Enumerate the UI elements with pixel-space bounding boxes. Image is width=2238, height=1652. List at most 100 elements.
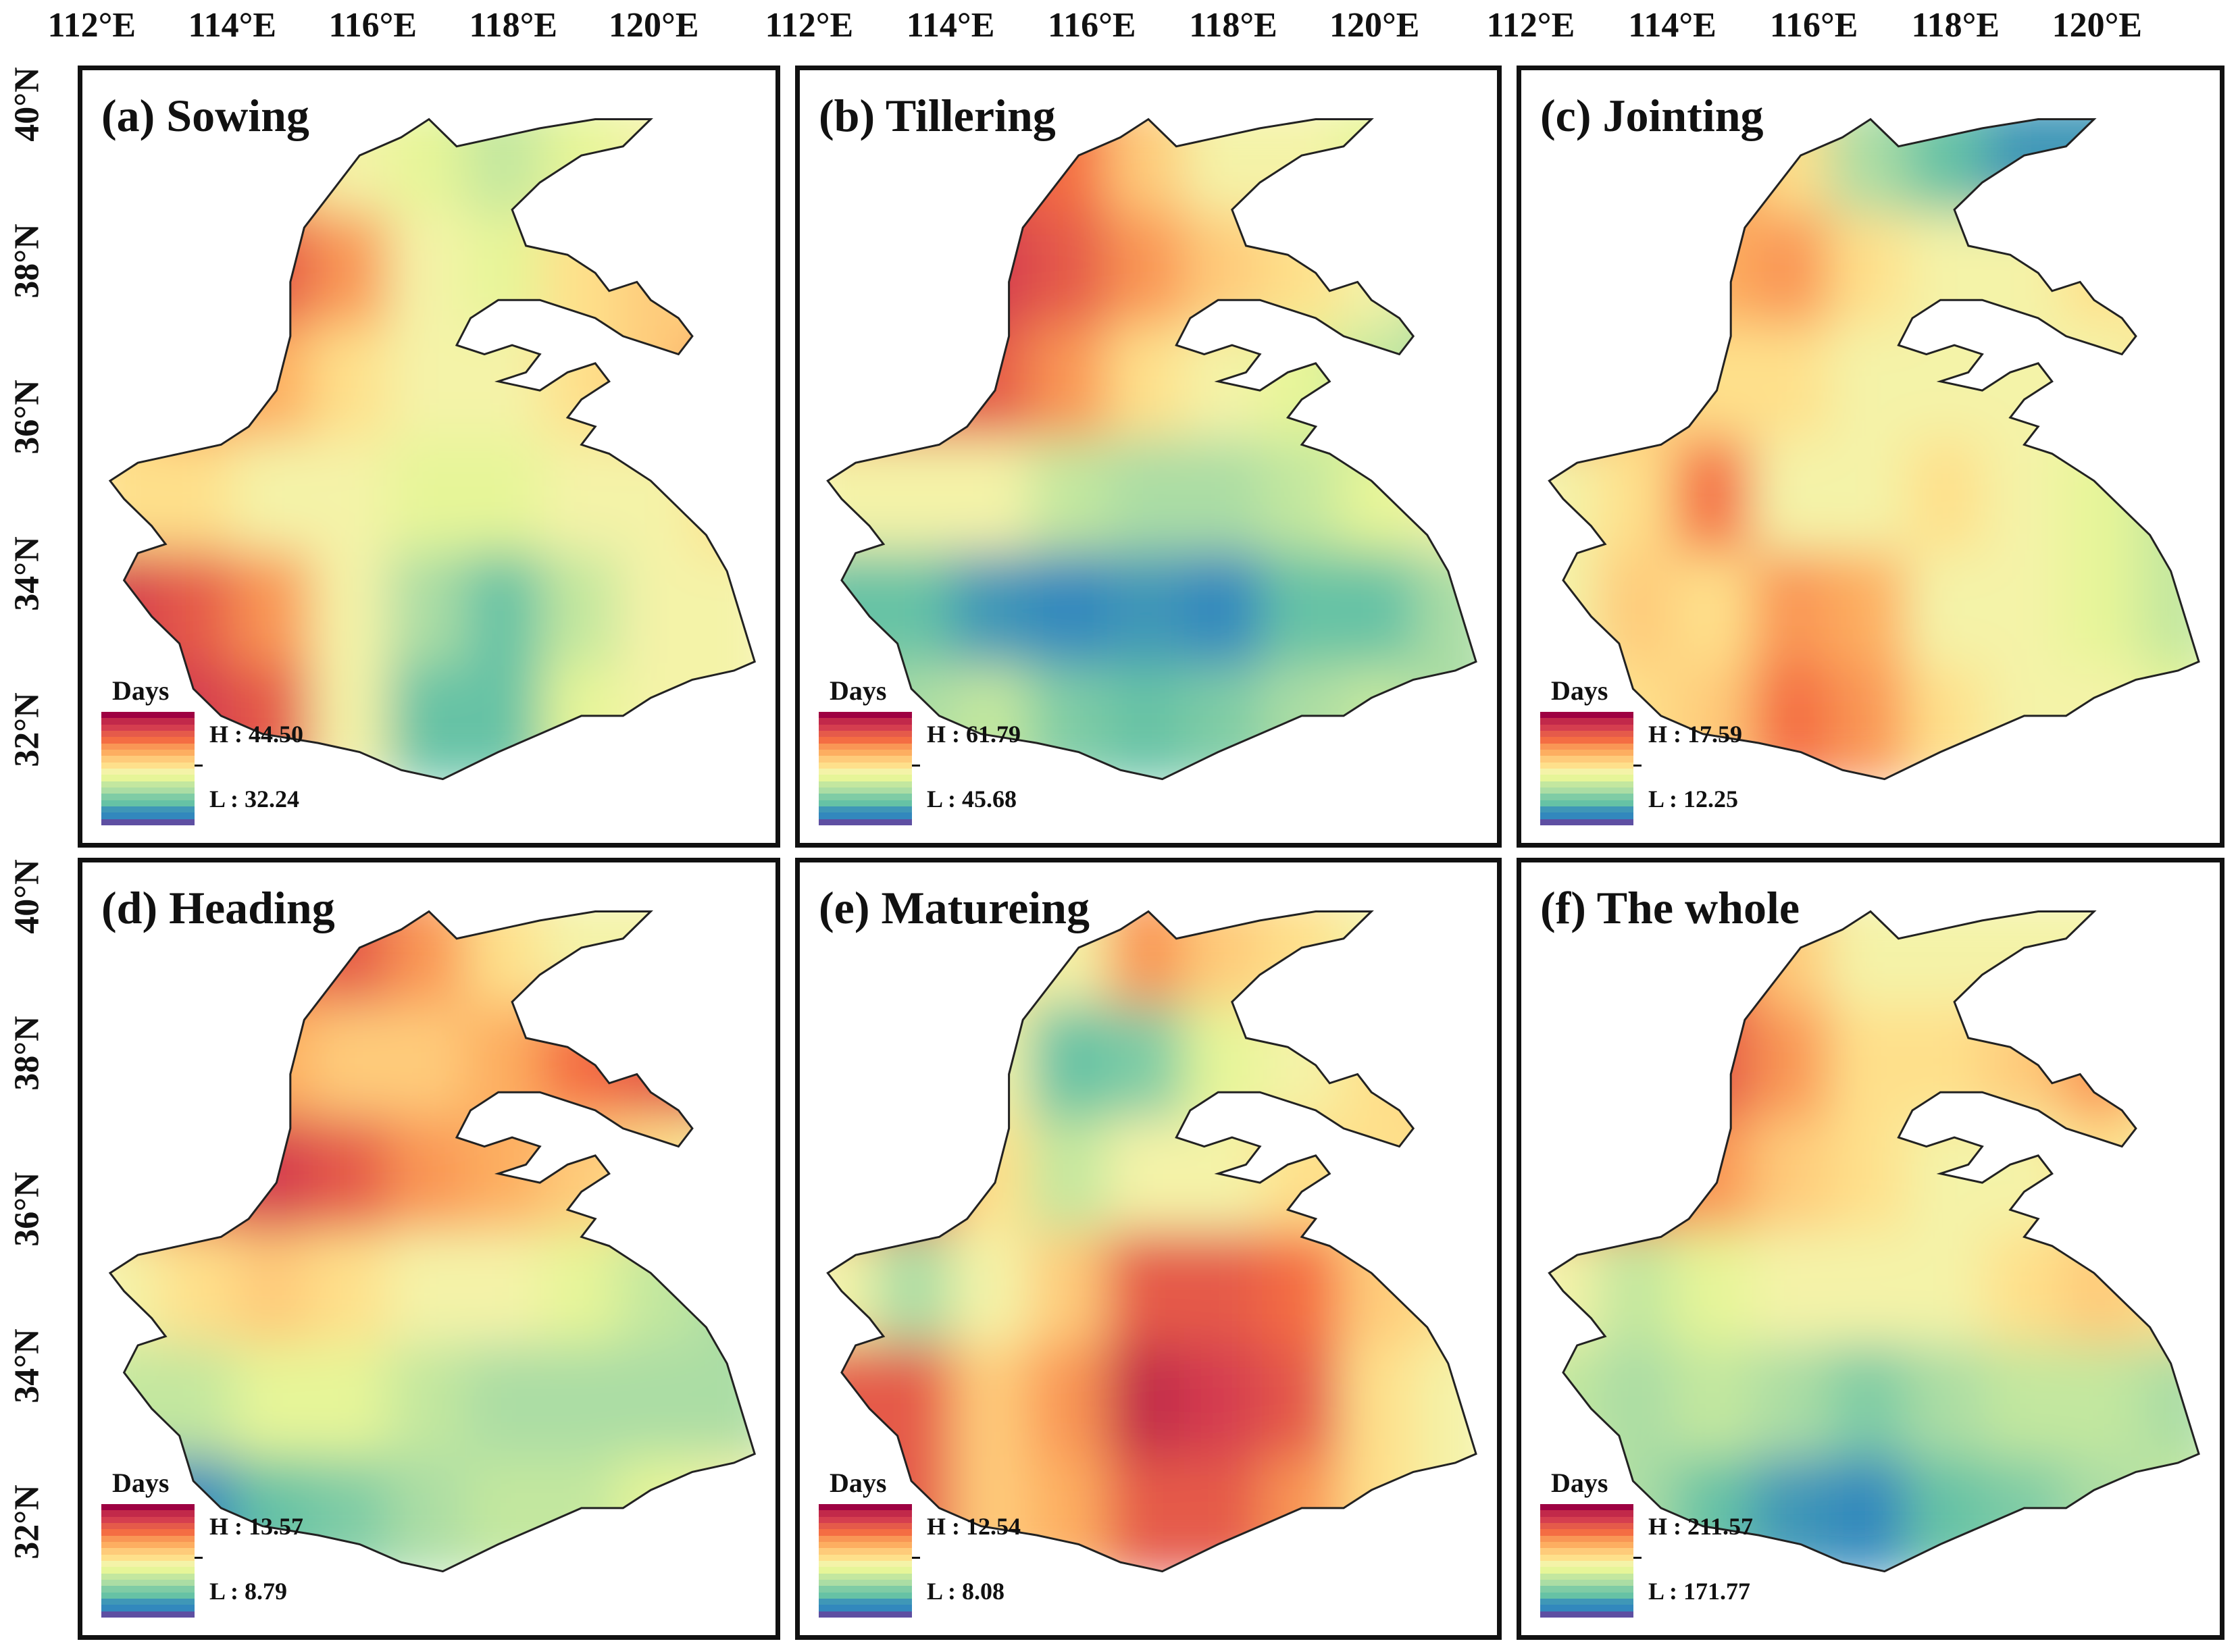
legend-swatch	[1540, 800, 1633, 806]
raster-cell	[542, 1343, 624, 1463]
raster-cell	[1417, 1457, 1477, 1572]
legend-swatch	[101, 1510, 195, 1517]
legend-title: Days	[1551, 1468, 1608, 1498]
raster-cell	[311, 1457, 393, 1572]
raster-cell	[874, 551, 958, 671]
raster-cell	[1984, 119, 2068, 217]
raster-cell	[1596, 551, 1679, 671]
legend-swatch	[1540, 794, 1633, 800]
legend-swatch	[101, 743, 195, 750]
legend-swatch	[101, 806, 195, 813]
raster-cell	[311, 438, 393, 557]
legend-low-value: L : 12.25	[1648, 785, 1739, 812]
raster-cell	[1339, 1457, 1423, 1572]
latitude-tick-label: 34°N	[7, 536, 47, 611]
raster-cell	[1107, 911, 1190, 1010]
raster-cell	[1184, 1117, 1267, 1237]
raster-cell	[1984, 1343, 2068, 1463]
raster-cell	[1262, 119, 1345, 217]
raster-cell	[1751, 551, 1835, 671]
legend-swatch	[1540, 730, 1633, 738]
legend-high-value: H : 211.57	[1648, 1513, 1754, 1540]
raster-cell	[1751, 211, 1835, 331]
legend-swatch	[101, 1567, 195, 1574]
legend-title: Days	[112, 1468, 170, 1498]
raster-cell	[388, 438, 470, 557]
legend-tick	[912, 765, 920, 767]
raster-cell	[1673, 1231, 1757, 1349]
raster-cell	[1984, 1231, 2068, 1349]
legend-swatch	[819, 806, 912, 813]
raster-cell	[1417, 551, 1477, 671]
raster-cell	[465, 1457, 547, 1572]
raster-cell	[1984, 551, 2068, 671]
raster-cell	[952, 551, 1035, 671]
legend-swatch	[1540, 1586, 1633, 1593]
raster-cell	[1339, 211, 1423, 331]
raster-cell	[157, 1117, 239, 1237]
raster-cell	[1339, 1117, 1423, 1237]
legend-swatch	[819, 1554, 912, 1561]
legend-swatch	[819, 768, 912, 775]
legend-swatch	[1540, 775, 1633, 781]
legend-low-value: L : 171.77	[1648, 1578, 1751, 1605]
raster-cell	[2139, 1004, 2199, 1123]
raster-cell	[234, 1343, 316, 1463]
legend-swatch	[819, 712, 912, 719]
raster-cell	[110, 1004, 162, 1123]
raster-cell	[311, 119, 393, 217]
raster-cell	[311, 551, 393, 671]
legend-color-ramp	[101, 1504, 195, 1618]
legend-swatch	[1540, 1579, 1633, 1586]
raster-cell	[874, 1004, 958, 1123]
legend-swatch	[1540, 1548, 1633, 1555]
legend-color-ramp	[1540, 1504, 1633, 1618]
raster-cell	[1029, 1117, 1113, 1237]
raster-cell	[1029, 1231, 1113, 1349]
legend-swatch	[1540, 1541, 1633, 1549]
legend-swatch	[101, 756, 195, 763]
raster-cell	[1107, 551, 1190, 671]
raster-cell	[1906, 1117, 1990, 1237]
raster-cell	[311, 665, 393, 779]
legend-tick	[1633, 765, 1642, 767]
raster-cell	[1751, 119, 1835, 217]
legend-swatch	[101, 1548, 195, 1555]
raster-cell	[542, 211, 624, 331]
latitude-tick-label: 36°N	[7, 1172, 47, 1247]
legend-swatch	[1540, 812, 1633, 819]
raster-cell	[542, 1004, 624, 1123]
legend-swatch	[101, 712, 195, 719]
latitude-tick-label: 32°N	[7, 1485, 47, 1559]
legend-swatch	[819, 1535, 912, 1542]
longitude-tick-label: 116°E	[1048, 6, 1136, 45]
map-panel-the-whole: (f) The whole Days H : 211.57 L : 171.77	[1517, 858, 2224, 1640]
latitude-tick-label: 36°N	[7, 380, 47, 455]
raster-cell	[465, 119, 547, 217]
legend-tick	[195, 765, 203, 767]
raster-cell	[2062, 1231, 2145, 1349]
raster-cell	[110, 1117, 162, 1237]
legend-swatch	[101, 819, 195, 825]
raster-cell	[110, 551, 162, 671]
raster-cell	[234, 325, 316, 444]
legend-swatch	[101, 1573, 195, 1580]
latitude-tick-label: 32°N	[7, 692, 47, 767]
legend-swatch	[101, 1516, 195, 1523]
map-panel-sowing: (a) Sowing Days H : 44.50 L : 32.24	[78, 66, 780, 848]
raster-cell	[619, 1343, 701, 1463]
longitude-tick-label: 112°E	[1486, 6, 1575, 45]
panel-title: (e) Matureing	[819, 882, 1090, 933]
map-panel-matureing: (e) Matureing Days H : 12.54 L : 8.08	[795, 858, 1502, 1640]
legend-swatch	[819, 718, 912, 725]
legend-swatch	[1540, 1592, 1633, 1599]
raster-cell	[465, 911, 547, 1010]
raster-cell	[1829, 438, 1912, 557]
raster-cell	[1829, 1231, 1912, 1349]
legend-swatch	[101, 724, 195, 731]
raster-cell	[2062, 325, 2145, 444]
raster-cell	[1339, 1231, 1423, 1349]
region-boundary	[1548, 910, 2200, 1573]
legend-swatch	[101, 749, 195, 756]
raster-cell	[696, 119, 755, 217]
